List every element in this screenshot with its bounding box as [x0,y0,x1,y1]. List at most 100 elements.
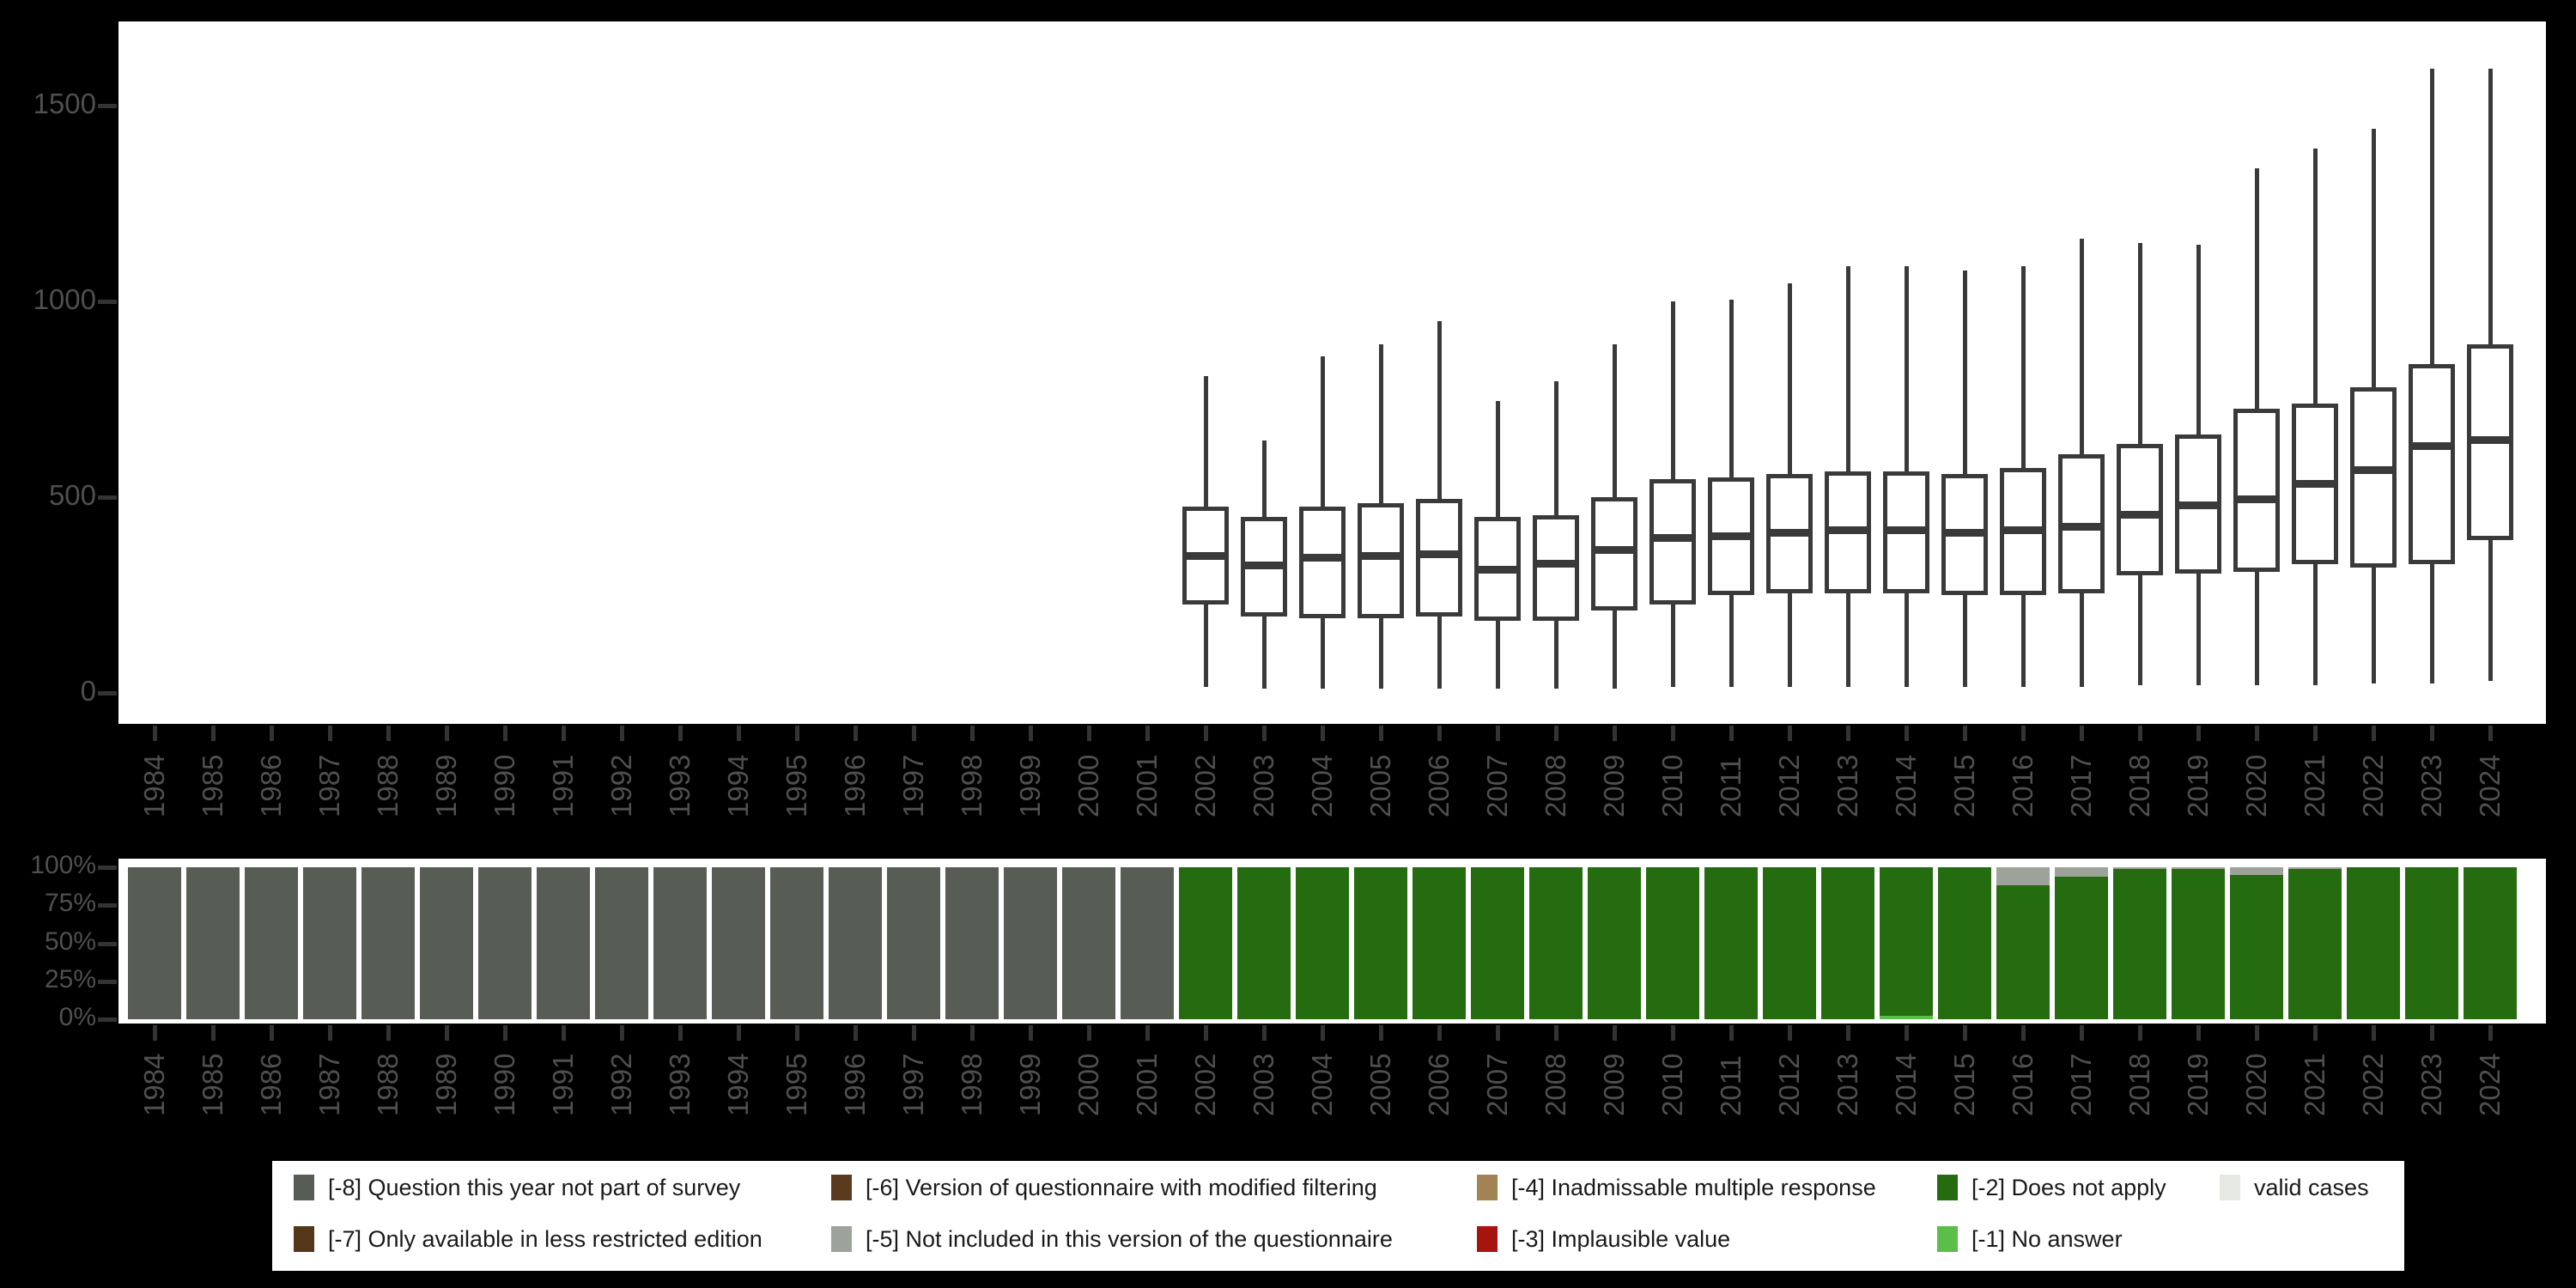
x-axis-tick-bottom [2138,1025,2142,1041]
boxplot-median-2003 [1241,562,1287,570]
x-axis-tick-bottom [1029,1025,1033,1041]
x-axis-tick [1145,726,1150,741]
x-axis-year-label: 1991 [547,754,579,817]
bar-segment-2006-code-2 [1413,867,1466,1019]
y-axis-tick-label: 1000 [33,283,96,315]
x-axis-year-label-bottom: 2002 [1189,1053,1221,1116]
x-axis-tick-bottom [445,1025,449,1041]
bar-segment-1986-code-8 [245,867,298,1019]
x-axis-year-label-bottom: 1996 [839,1053,871,1116]
x-axis-year-label-bottom: 2018 [2123,1053,2155,1116]
x-axis-year-label-bottom: 2005 [1364,1053,1396,1116]
x-axis-year-label: 2011 [1715,756,1747,817]
boxplot-median-2005 [1358,551,1404,560]
x-axis-year-label-bottom: 1990 [489,1053,520,1116]
bar-segment-1988-code-8 [361,867,415,1019]
x-axis-year-label: 2008 [1540,754,1571,817]
boxplot-median-2021 [2292,479,2338,488]
boxplot-median-2013 [1825,526,1871,535]
x-axis-year-label-bottom: 2012 [1773,1053,1805,1116]
x-axis-tick [1496,726,1500,741]
y-axis-tick [98,300,117,304]
bar-segment-1989-code-8 [420,867,473,1019]
x-axis-year-label-bottom: 1995 [781,1053,812,1116]
boxplot-box-2023 [2409,363,2455,564]
x-axis-year-label-bottom: 2016 [2007,1053,2038,1116]
x-axis-tick [153,726,157,741]
x-axis-year-label: 2017 [2065,754,2097,817]
x-axis-tick [1963,726,1967,741]
x-axis-tick-bottom [2021,1025,2026,1041]
x-axis-year-label: 1996 [839,754,871,817]
legend-label--8: [-8] Question this year not part of surv… [328,1175,741,1200]
x-axis-tick [2488,726,2493,741]
x-axis-year-label: 2019 [2182,754,2214,817]
bar-segment-1997-code-8 [887,867,940,1019]
x-axis-tick [1321,726,1325,741]
boxplot-median-2012 [1766,528,1813,537]
bar-segment-2009-code-2 [1588,867,1641,1019]
legend-label--4: [-4] Inadmissable multiple response [1511,1175,1876,1200]
x-axis-tick [1729,726,1734,741]
bar-segment-1987-code-8 [303,867,356,1019]
boxplot-chart-area [118,21,2546,724]
bar-segment-2001-code-8 [1121,867,1174,1019]
x-axis-year-label: 2024 [2474,754,2506,817]
boxplot-box-2020 [2233,409,2280,572]
x-axis-tick-bottom [1729,1025,1734,1041]
x-axis-year-label: 1997 [897,754,929,817]
x-axis-year-label-bottom: 2019 [2182,1053,2214,1116]
x-axis-year-label: 2005 [1364,754,1396,817]
boxplot-median-2010 [1649,534,1696,543]
bar-segment-1995-code-8 [770,867,823,1019]
bar-segment-2020-code-2 [2230,874,2283,1019]
x-axis-tick [1379,726,1383,741]
bar-segment-1985-code-8 [186,867,240,1019]
x-axis-tick-bottom [2430,1025,2434,1041]
bar-segment-2002-code-2 [1179,867,1232,1019]
x-axis-tick [2372,726,2376,741]
x-axis-tick [737,726,741,741]
bar-segment-2014-code-1 [1880,1016,1933,1019]
legend-label-valid: valid cases [2254,1175,2369,1200]
bar-segment-1990-code-8 [478,867,532,1019]
x-axis-tick [503,726,507,741]
x-axis-tick-bottom [386,1025,391,1041]
x-axis-tick [2430,726,2434,741]
x-axis-year-label-bottom: 2009 [1598,1053,1630,1116]
x-axis-year-label: 2021 [2299,754,2330,817]
bar-segment-2020-code-5 [2230,867,2283,875]
legend-label--6: [-6] Version of questionnaire with modif… [866,1175,1377,1200]
legend-swatch--1 [1937,1226,1958,1252]
x-axis-year-label: 1984 [138,754,170,817]
x-axis-tick [386,726,391,741]
bar-segment-2016-code-5 [1996,867,2050,886]
x-axis-year-label-bottom: 1998 [956,1053,987,1116]
x-axis-tick-bottom [270,1025,274,1041]
x-axis-year-label: 2000 [1072,754,1104,817]
x-axis-tick [2255,726,2259,741]
x-axis-tick [2313,726,2318,741]
bar-segment-2024-code-2 [2464,867,2517,1019]
bar-segment-1996-code-8 [829,867,882,1019]
x-axis-year-label: 2018 [2123,754,2155,817]
x-axis-year-label-bottom: 2014 [1890,1053,1922,1116]
bar-segment-1992-code-8 [595,867,648,1019]
x-axis-tick [1087,726,1091,741]
x-axis-year-label: 1994 [722,754,754,817]
x-axis-tick-bottom [1437,1025,1442,1041]
x-axis-tick-bottom [211,1025,216,1041]
x-axis-year-label: 2003 [1248,754,1279,817]
x-axis-tick-bottom [1554,1025,1558,1041]
x-axis-tick-bottom [1671,1025,1675,1041]
boxplot-box-2010 [1649,479,1696,605]
bar-segment-1991-code-8 [537,867,590,1019]
x-axis-year-label: 2009 [1598,754,1630,817]
x-axis-year-label: 1993 [664,754,696,817]
x-axis-year-label: 2022 [2357,754,2389,817]
bar-segment-2018-code-2 [2113,868,2166,1019]
legend-swatch--2 [1937,1175,1958,1200]
x-axis-year-label-bottom: 1999 [1014,1053,1046,1116]
x-axis-year-label: 1989 [430,754,462,817]
x-axis-year-label: 2023 [2415,754,2447,817]
